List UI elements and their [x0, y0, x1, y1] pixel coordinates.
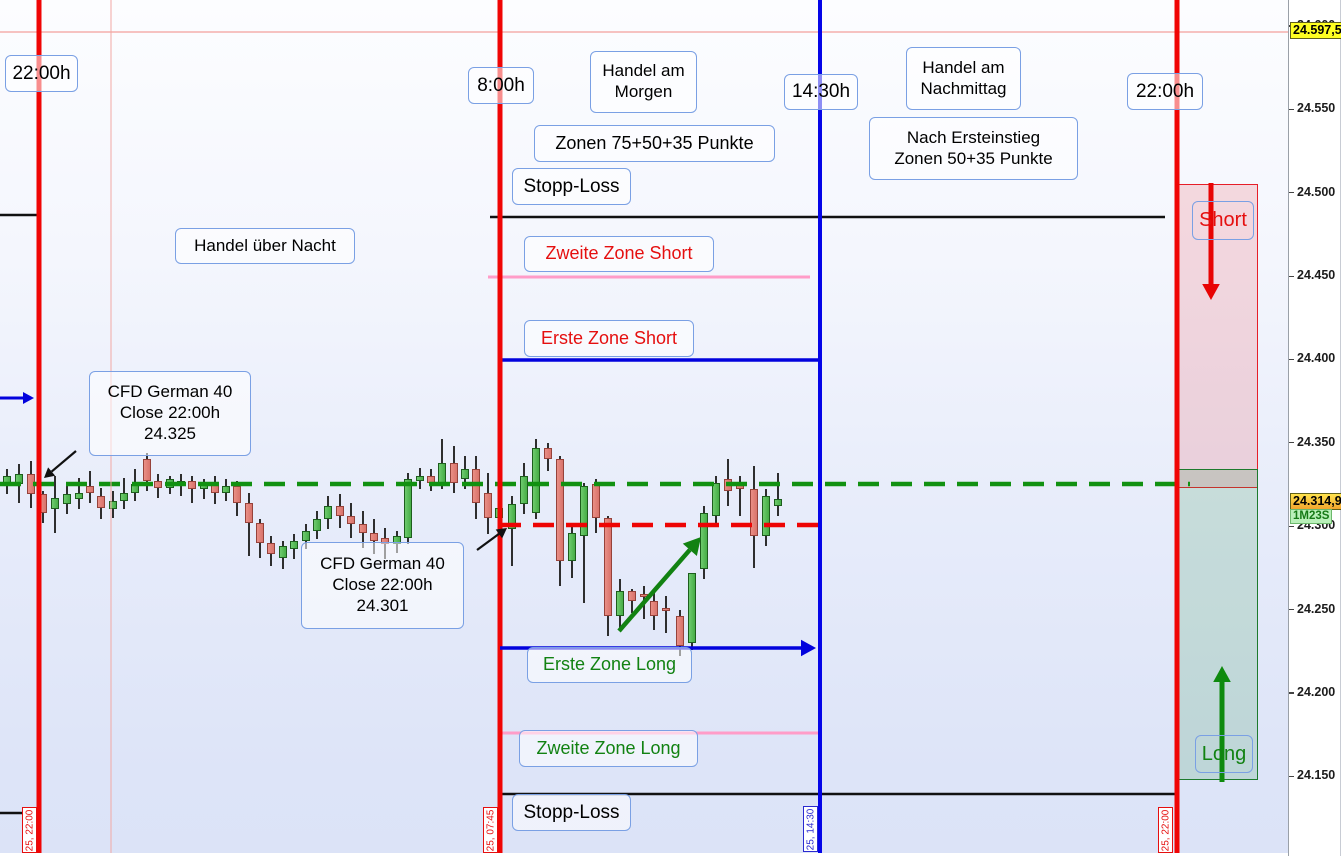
candle [279, 546, 287, 558]
label-handel-am-nachmittag[interactable]: Handel am Nachmittag [906, 47, 1021, 110]
candle [580, 486, 588, 537]
candle-wick [191, 476, 193, 503]
candle [290, 541, 298, 550]
candle-wick [777, 472, 779, 517]
label-zonen-75-50-35[interactable]: Zonen 75+50+35 Punkte [534, 125, 775, 162]
candle [359, 524, 367, 533]
candle [336, 506, 344, 517]
candle [774, 499, 782, 507]
candle [233, 486, 241, 503]
axis-tick-mark [1289, 192, 1294, 194]
session-stamp: 25, 22:00 [22, 807, 37, 853]
candle [556, 459, 564, 562]
candle [750, 489, 758, 537]
axis-tick-mark [1289, 358, 1294, 361]
label-zweite-zone-long[interactable]: Zweite Zone Long [519, 730, 698, 767]
axis-tick-label: 24.250 [1297, 601, 1336, 616]
candle-wick [739, 476, 741, 517]
label-nach-ersteinstieg[interactable]: Nach Ersteinstieg Zonen 50+35 Punkte [869, 117, 1078, 180]
candle [347, 516, 355, 525]
axis-tick-mark [1289, 692, 1294, 694]
session-stamp: 25, 07:45 [483, 807, 498, 853]
label-long[interactable]: Long [1195, 735, 1253, 773]
candle [222, 486, 230, 493]
axis-tick-label: 24.150 [1297, 768, 1336, 783]
time-label-2200-left[interactable]: 22:00h [5, 55, 78, 92]
chart-bottom-edge [0, 853, 1341, 856]
label-zweite-zone-short[interactable]: Zweite Zone Short [524, 236, 714, 272]
label-cfd-close-morning[interactable]: CFD German 40 Close 22:00h 24.301 [301, 542, 464, 629]
candle [51, 497, 59, 510]
axis-tick-mark [1289, 275, 1294, 277]
session-high-badge: 24.597,5 [1290, 22, 1341, 40]
label-cfd-close-evening[interactable]: CFD German 40 Close 22:00h 24.325 [89, 371, 251, 456]
candle [404, 479, 412, 538]
candle [484, 492, 492, 518]
candle [532, 447, 540, 513]
candle-wick [248, 492, 250, 557]
current-price-badge: 24.314,9 [1290, 493, 1341, 511]
candle [63, 494, 71, 505]
candle [256, 522, 264, 543]
time-label-1430[interactable]: 14:30h [784, 74, 858, 110]
candle [302, 531, 310, 542]
candle-wick [203, 479, 205, 500]
candle [324, 506, 332, 520]
label-stopp-loss-bottom[interactable]: Stopp-Loss [512, 794, 631, 831]
label-stopp-loss-top[interactable]: Stopp-Loss [512, 168, 631, 205]
axis-tick-label: 24.200 [1297, 684, 1336, 699]
bar-countdown-badge: 1M23S [1290, 509, 1333, 525]
short-zone [1177, 184, 1258, 488]
label-short[interactable]: Short [1192, 201, 1254, 240]
candle-wick [583, 482, 585, 603]
axis-tick-label: 24.500 [1297, 184, 1336, 199]
candle [75, 492, 83, 500]
axis-tick-label: 24.550 [1297, 101, 1336, 116]
candle [143, 459, 151, 482]
long-zone [1177, 469, 1258, 780]
candle [120, 492, 128, 502]
candle [267, 542, 275, 555]
candle [544, 447, 552, 460]
candle [520, 476, 528, 505]
candle [245, 502, 253, 523]
session-stamp: 25, 14:30 [803, 806, 818, 852]
candle [508, 504, 516, 530]
axis-tick-mark [1289, 609, 1294, 611]
candle [313, 519, 321, 532]
candle [461, 469, 469, 480]
axis-tick-label: 24.450 [1297, 268, 1336, 282]
candle [416, 476, 424, 482]
time-label-2200-right[interactable]: 22:00h [1127, 73, 1203, 110]
axis-tick-mark [1289, 775, 1294, 777]
candle [370, 532, 378, 542]
candle [568, 532, 576, 562]
label-handel-ueber-nacht[interactable]: Handel über Nacht [175, 228, 355, 264]
axis-tick-mark [1289, 108, 1294, 110]
candle [604, 517, 612, 617]
axis-tick-mark [1289, 525, 1294, 527]
candle [109, 501, 117, 510]
label-erste-zone-short[interactable]: Erste Zone Short [524, 320, 694, 357]
price-axis: 24.60024.55024.50024.45024.40024.35024.3… [1288, 0, 1341, 856]
axis-tick-mark [1289, 442, 1294, 444]
candle-wick [511, 496, 513, 567]
axis-tick-label: 24.400 [1297, 351, 1336, 366]
candle [762, 496, 770, 537]
session-stamp: 25, 22:00 [1158, 807, 1173, 853]
candle [97, 496, 105, 508]
label-handel-am-morgen[interactable]: Handel am Morgen [590, 51, 697, 113]
label-erste-zone-long[interactable]: Erste Zone Long [527, 647, 692, 683]
candle [86, 486, 94, 493]
time-label-0800[interactable]: 8:00h [468, 67, 534, 104]
axis-tick-label: 24.350 [1297, 434, 1336, 449]
